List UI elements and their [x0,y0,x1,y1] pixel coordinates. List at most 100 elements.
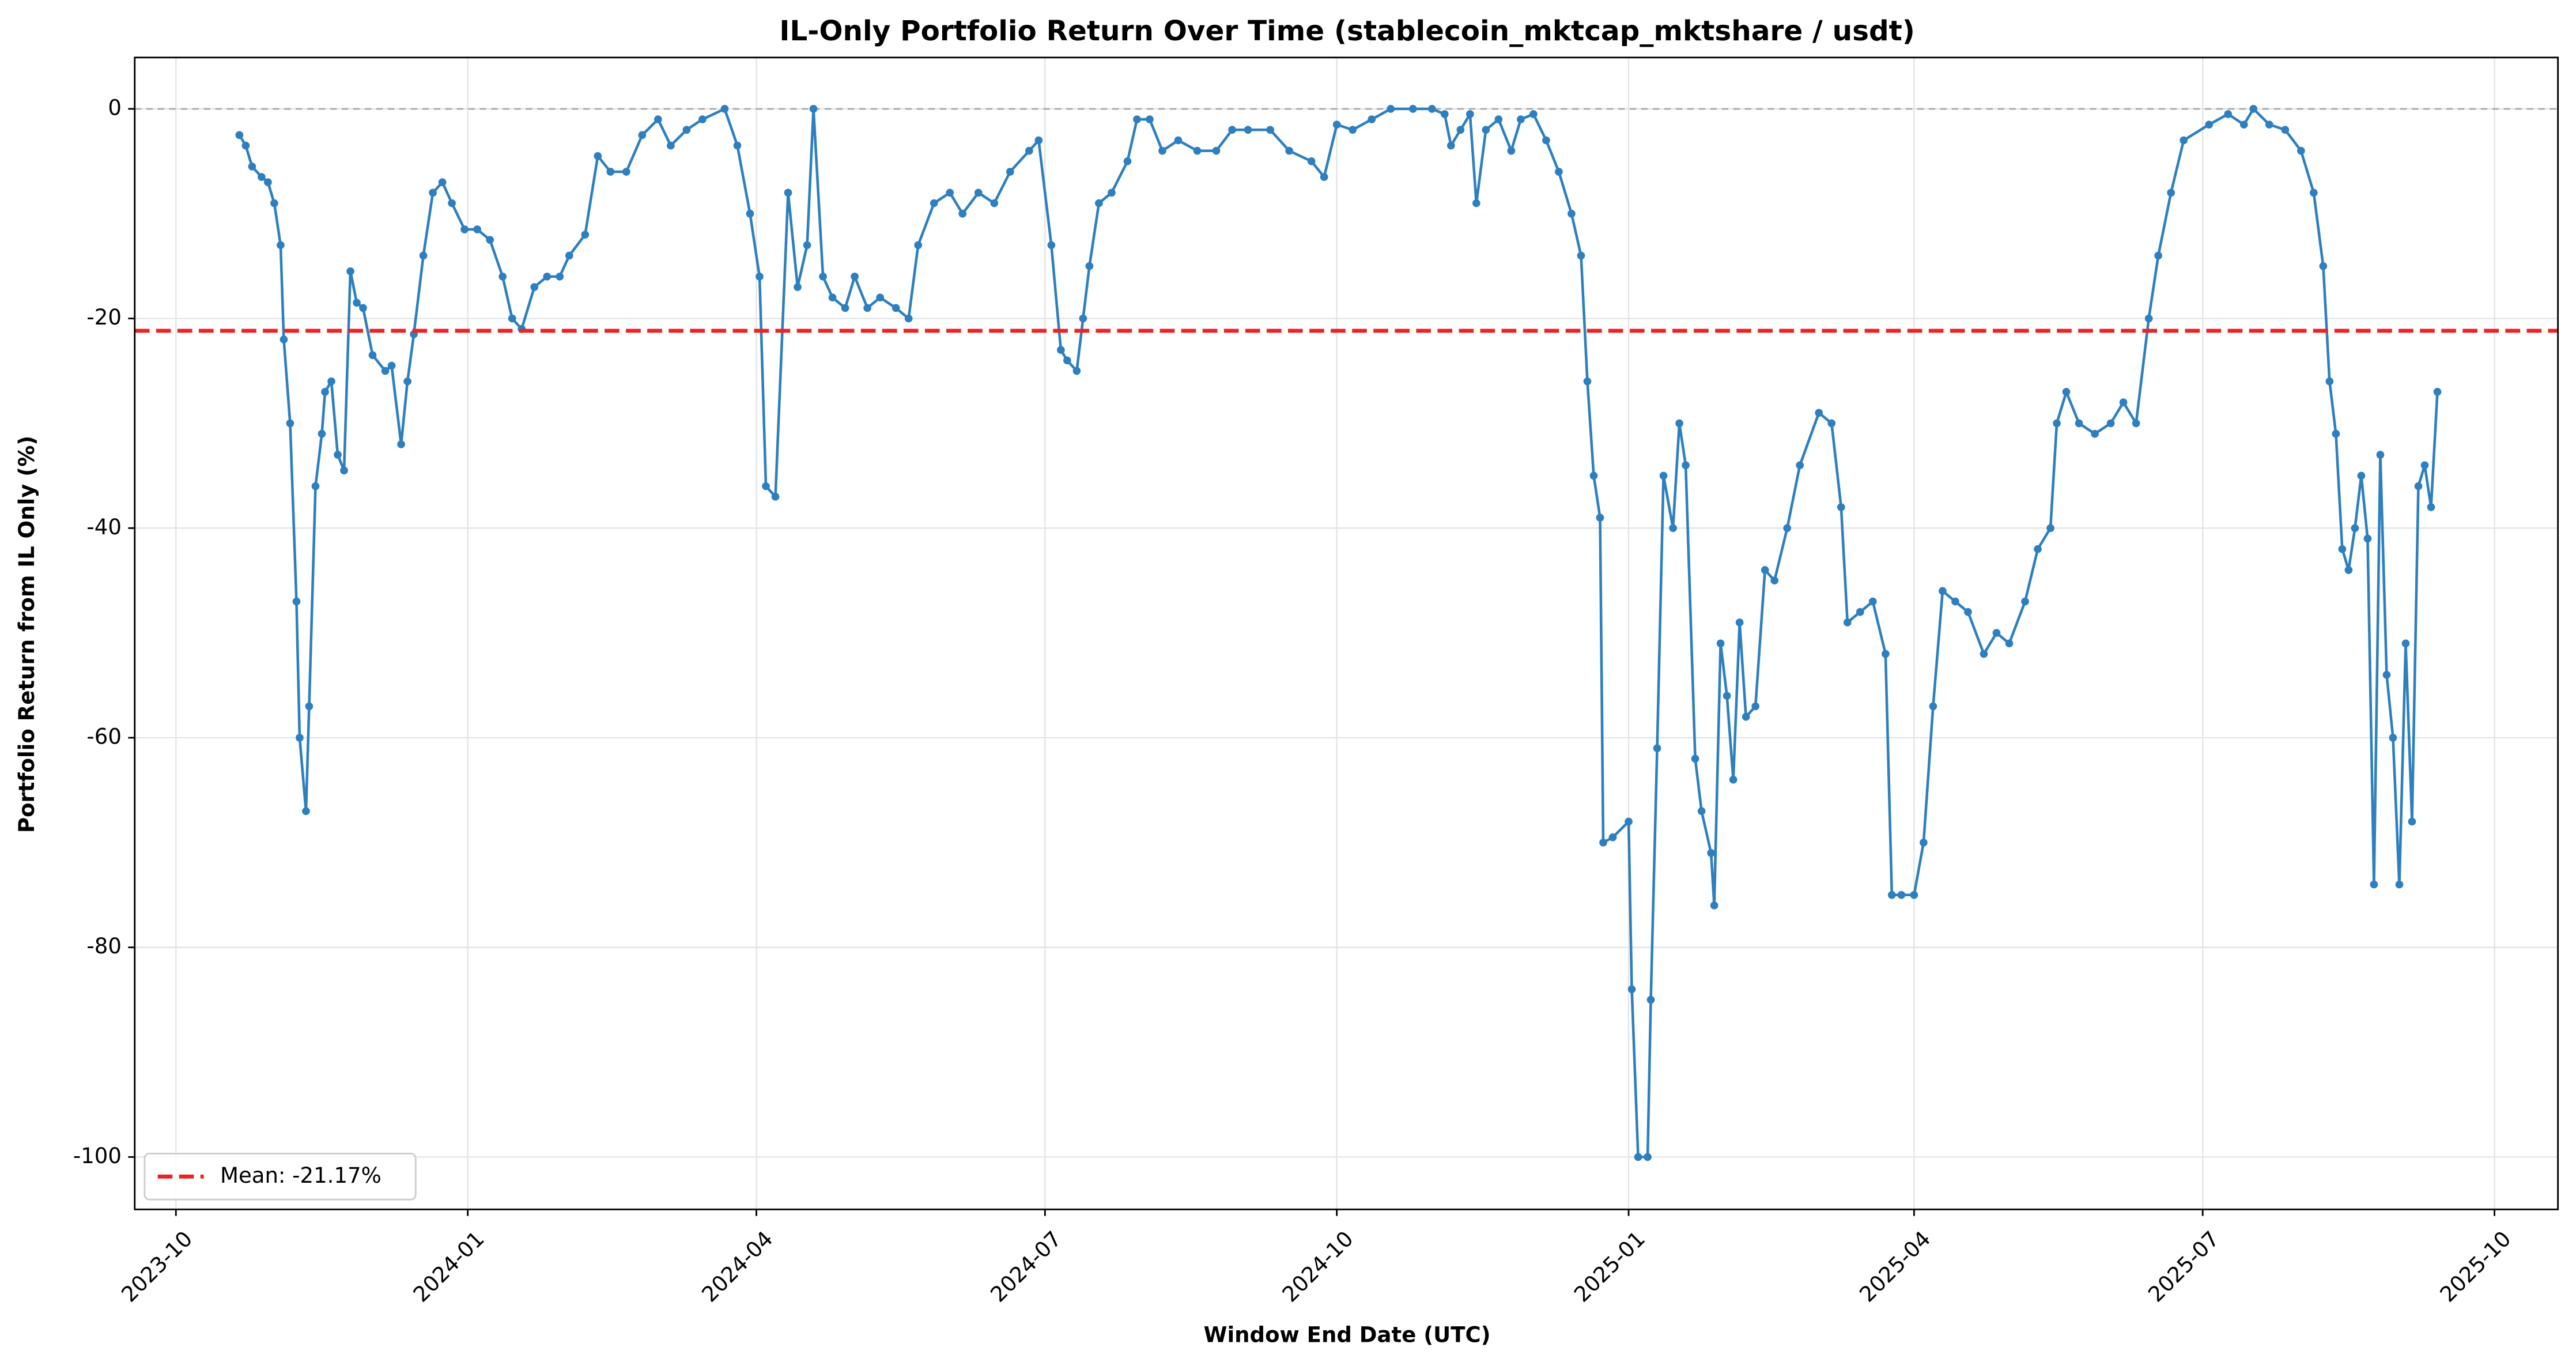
data-point [264,178,272,187]
data-point [2005,639,2014,648]
data-point [746,209,754,218]
data-point [1596,514,1604,522]
data-point [1669,524,1677,533]
data-point [2265,120,2273,129]
y-tick-label: -100 [73,1144,122,1168]
data-point [2382,671,2391,679]
data-point [1691,754,1699,763]
data-point [311,482,320,490]
data-point [1751,702,1760,711]
data-point [498,273,507,281]
data-point [2395,880,2404,889]
data-point [794,283,802,291]
data-point [419,251,428,260]
data-point [353,299,361,307]
data-point [438,178,447,187]
data-point [606,168,615,176]
data-point [1266,126,1274,134]
data-point [397,440,405,448]
data-point [2414,482,2423,490]
data-point [1440,110,1449,118]
data-point [1856,607,1864,616]
data-point [340,466,348,475]
x-tick-label: 2024-04 [697,1227,778,1307]
data-point [2325,377,2334,386]
data-point [1507,146,1516,155]
data-point [809,105,818,113]
data-point [1567,209,1576,218]
data-point [1929,702,1937,711]
data-point [1939,587,1947,595]
legend-box [143,1152,417,1201]
data-point [1072,367,1081,375]
data-point [828,293,837,302]
data-point [1897,890,1906,899]
y-tick-label: -40 [86,515,122,539]
data-point [1228,126,1236,134]
data-point [241,141,250,150]
data-point [2363,534,2372,543]
data-point [1006,168,1014,176]
data-point [2154,251,2163,260]
data-point [1108,188,1116,197]
y-tick-label: -80 [86,934,122,959]
x-axis-label: Window End Date (UTC) [1204,1322,1491,1347]
data-point [594,152,602,160]
x-tick-label: 2024-01 [409,1227,489,1307]
data-point [2132,419,2140,428]
data-point [1174,136,1183,145]
data-point [1133,115,1141,123]
data-point [2119,398,2128,406]
data-point [819,273,827,281]
series-line [238,107,2439,1159]
data-point [2351,524,2359,533]
data-point [1815,409,1823,417]
data-point [1466,110,1474,118]
data-point [930,199,938,207]
data-point [1123,157,1132,165]
data-point [1608,833,1617,842]
data-point [2144,314,2153,323]
data-point [1079,314,1087,323]
data-point [2401,639,2410,648]
data-point [1796,461,1804,470]
data-point [359,304,367,312]
data-point [302,807,310,816]
data-point [1837,503,1845,511]
x-tick-label: 2025-10 [2435,1227,2516,1307]
data-point [2338,545,2347,553]
data-point [841,304,849,312]
data-point [1682,461,1690,470]
data-point [1625,817,1633,826]
data-point [486,236,494,244]
data-point [2091,429,2099,438]
data-point [682,126,691,134]
y-tick-label: 0 [108,95,122,120]
data-point [2224,110,2233,118]
data-point [286,419,294,428]
data-point [2420,461,2429,470]
data-point [756,273,764,281]
data-point [1307,157,1316,165]
data-point [1653,744,1661,753]
data-point [1320,173,1328,181]
data-point [1285,146,1293,155]
data-point [296,734,304,742]
data-point [1646,995,1655,1004]
data-point [277,241,285,250]
data-point [622,168,630,176]
data-point [368,351,377,360]
y-axis-label: Portfolio Return from IL Only (%) [14,436,39,833]
data-point [1910,890,1918,899]
data-point [508,314,516,323]
legend: Mean: -21.17% [143,1152,417,1201]
data-point [1992,629,2001,637]
data-point [654,115,662,123]
data-point [638,131,647,139]
data-point [1627,985,1636,994]
data-point [1408,105,1417,113]
data-point [946,188,954,197]
data-point [530,283,539,291]
